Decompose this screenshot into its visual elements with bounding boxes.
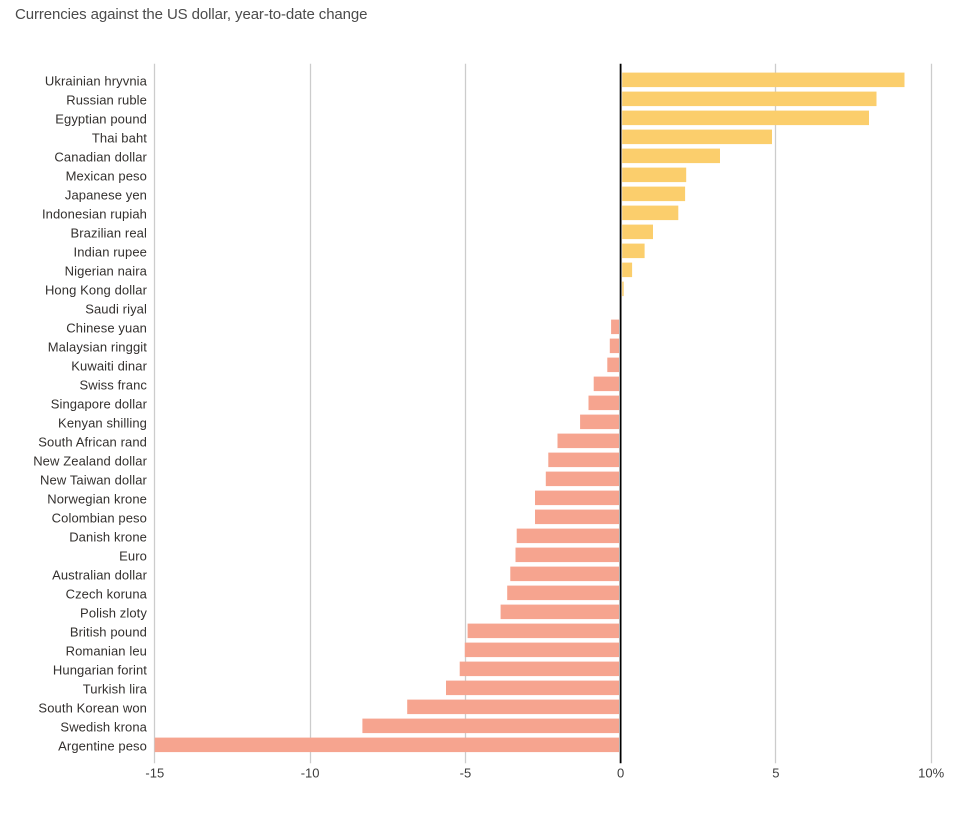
svg-text:Romanian leu: Romanian leu <box>66 643 147 658</box>
svg-text:5: 5 <box>772 765 779 780</box>
svg-text:Canadian dollar: Canadian dollar <box>54 149 147 164</box>
svg-text:New Zealand dollar: New Zealand dollar <box>33 453 147 468</box>
svg-text:Danish krone: Danish krone <box>69 529 147 544</box>
svg-text:Turkish lira: Turkish lira <box>83 681 148 696</box>
svg-text:Mexican peso: Mexican peso <box>66 168 147 183</box>
svg-text:Chinese yuan: Chinese yuan <box>66 320 147 335</box>
svg-text:-10: -10 <box>301 765 320 780</box>
svg-text:Brazilian real: Brazilian real <box>70 225 147 240</box>
svg-text:Hong Kong dollar: Hong Kong dollar <box>45 282 148 297</box>
svg-text:Kuwaiti dinar: Kuwaiti dinar <box>71 358 147 373</box>
svg-text:Australian dollar: Australian dollar <box>52 567 147 582</box>
svg-text:Currencies against the US doll: Currencies against the US dollar, year-t… <box>15 6 367 23</box>
svg-text:Japanese yen: Japanese yen <box>65 187 147 202</box>
svg-text:British pound: British pound <box>70 624 147 639</box>
svg-text:Ukrainian hryvnia: Ukrainian hryvnia <box>45 73 148 88</box>
svg-text:0: 0 <box>617 765 624 780</box>
svg-text:New Taiwan dollar: New Taiwan dollar <box>40 472 148 487</box>
svg-text:Czech koruna: Czech koruna <box>66 586 148 601</box>
svg-text:Indian rupee: Indian rupee <box>74 244 147 259</box>
svg-text:-5: -5 <box>460 765 472 780</box>
svg-text:Thai baht: Thai baht <box>92 130 147 145</box>
svg-text:Nigerian naira: Nigerian naira <box>65 263 148 278</box>
svg-text:Euro: Euro <box>119 548 147 563</box>
svg-text:Saudi riyal: Saudi riyal <box>85 301 147 316</box>
svg-text:South African rand: South African rand <box>38 434 147 449</box>
svg-text:Swedish krona: Swedish krona <box>60 719 147 734</box>
svg-text:Indonesian rupiah: Indonesian rupiah <box>42 206 147 221</box>
svg-text:Malaysian ringgit: Malaysian ringgit <box>48 339 148 354</box>
svg-text:South Korean won: South Korean won <box>38 700 147 715</box>
svg-text:-15: -15 <box>145 765 164 780</box>
svg-text:Singapore dollar: Singapore dollar <box>51 396 148 411</box>
svg-text:Swiss franc: Swiss franc <box>79 377 147 392</box>
svg-text:Polish zloty: Polish zloty <box>80 605 147 620</box>
svg-text:10%: 10% <box>918 765 944 780</box>
svg-text:Egyptian pound: Egyptian pound <box>55 111 147 126</box>
svg-text:Russian ruble: Russian ruble <box>66 92 147 107</box>
svg-text:Argentine peso: Argentine peso <box>58 738 147 753</box>
svg-text:Colombian peso: Colombian peso <box>52 510 147 525</box>
svg-text:Hungarian forint: Hungarian forint <box>53 662 147 677</box>
svg-text:Norwegian krone: Norwegian krone <box>47 491 147 506</box>
svg-text:Kenyan shilling: Kenyan shilling <box>58 415 147 430</box>
